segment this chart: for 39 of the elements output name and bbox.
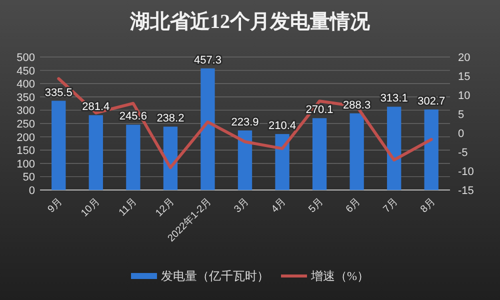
data-label: 302.7 bbox=[418, 95, 446, 108]
y-tick-label: 500 bbox=[16, 52, 35, 64]
data-label: 210.4 bbox=[268, 120, 296, 132]
data-label: 238.2 bbox=[156, 112, 184, 125]
y-tick-label: 150 bbox=[16, 145, 35, 158]
x-tick-label: 11月 bbox=[117, 196, 140, 219]
x-tick-label: 7月 bbox=[381, 196, 400, 216]
legend-label: 增速（%） bbox=[310, 269, 369, 283]
y2-tick-label: -15 bbox=[458, 185, 474, 197]
legend-label: 发电量（亿千瓦时） bbox=[161, 269, 269, 283]
x-tick-label: 3月 bbox=[232, 196, 252, 216]
x-tick-label: 6月 bbox=[344, 196, 363, 216]
y2-tick-label: 15 bbox=[458, 71, 470, 83]
y-tick-label: 200 bbox=[16, 132, 35, 144]
x-tick-label: 4月 bbox=[270, 196, 288, 216]
y-tick-label: 50 bbox=[22, 172, 35, 184]
data-label: 223.9 bbox=[231, 116, 259, 128]
y-tick-label: 0 bbox=[28, 185, 35, 197]
x-tick-label: 8月 bbox=[418, 196, 438, 216]
x-tick-label: 10月 bbox=[79, 196, 102, 220]
y-tick-label: 450 bbox=[16, 65, 35, 78]
y-tick-label: 250 bbox=[16, 118, 35, 130]
y2-tick-label: 10 bbox=[458, 90, 470, 102]
y2-tick-label: -5 bbox=[458, 147, 468, 159]
y2-tick-label: -10 bbox=[458, 166, 474, 178]
x-tick-label: 5月 bbox=[306, 196, 326, 216]
y-tick-label: 100 bbox=[16, 158, 35, 170]
x-tick-label: 9月 bbox=[46, 196, 65, 216]
y2-tick-label: 0 bbox=[458, 128, 464, 140]
y-tick-label: 400 bbox=[16, 78, 35, 91]
chart-title: 湖北省近12个月发电量情况 bbox=[129, 10, 371, 33]
data-label: 457.3 bbox=[194, 54, 222, 66]
data-label: 335.5 bbox=[44, 86, 72, 99]
y-tick-label: 350 bbox=[16, 92, 35, 104]
x-tick-label: 12月 bbox=[154, 196, 177, 220]
y2-tick-label: 5 bbox=[458, 109, 464, 121]
data-label: 313.1 bbox=[380, 92, 408, 105]
y-tick-label: 300 bbox=[16, 105, 35, 118]
y2-tick-label: 20 bbox=[458, 52, 470, 64]
